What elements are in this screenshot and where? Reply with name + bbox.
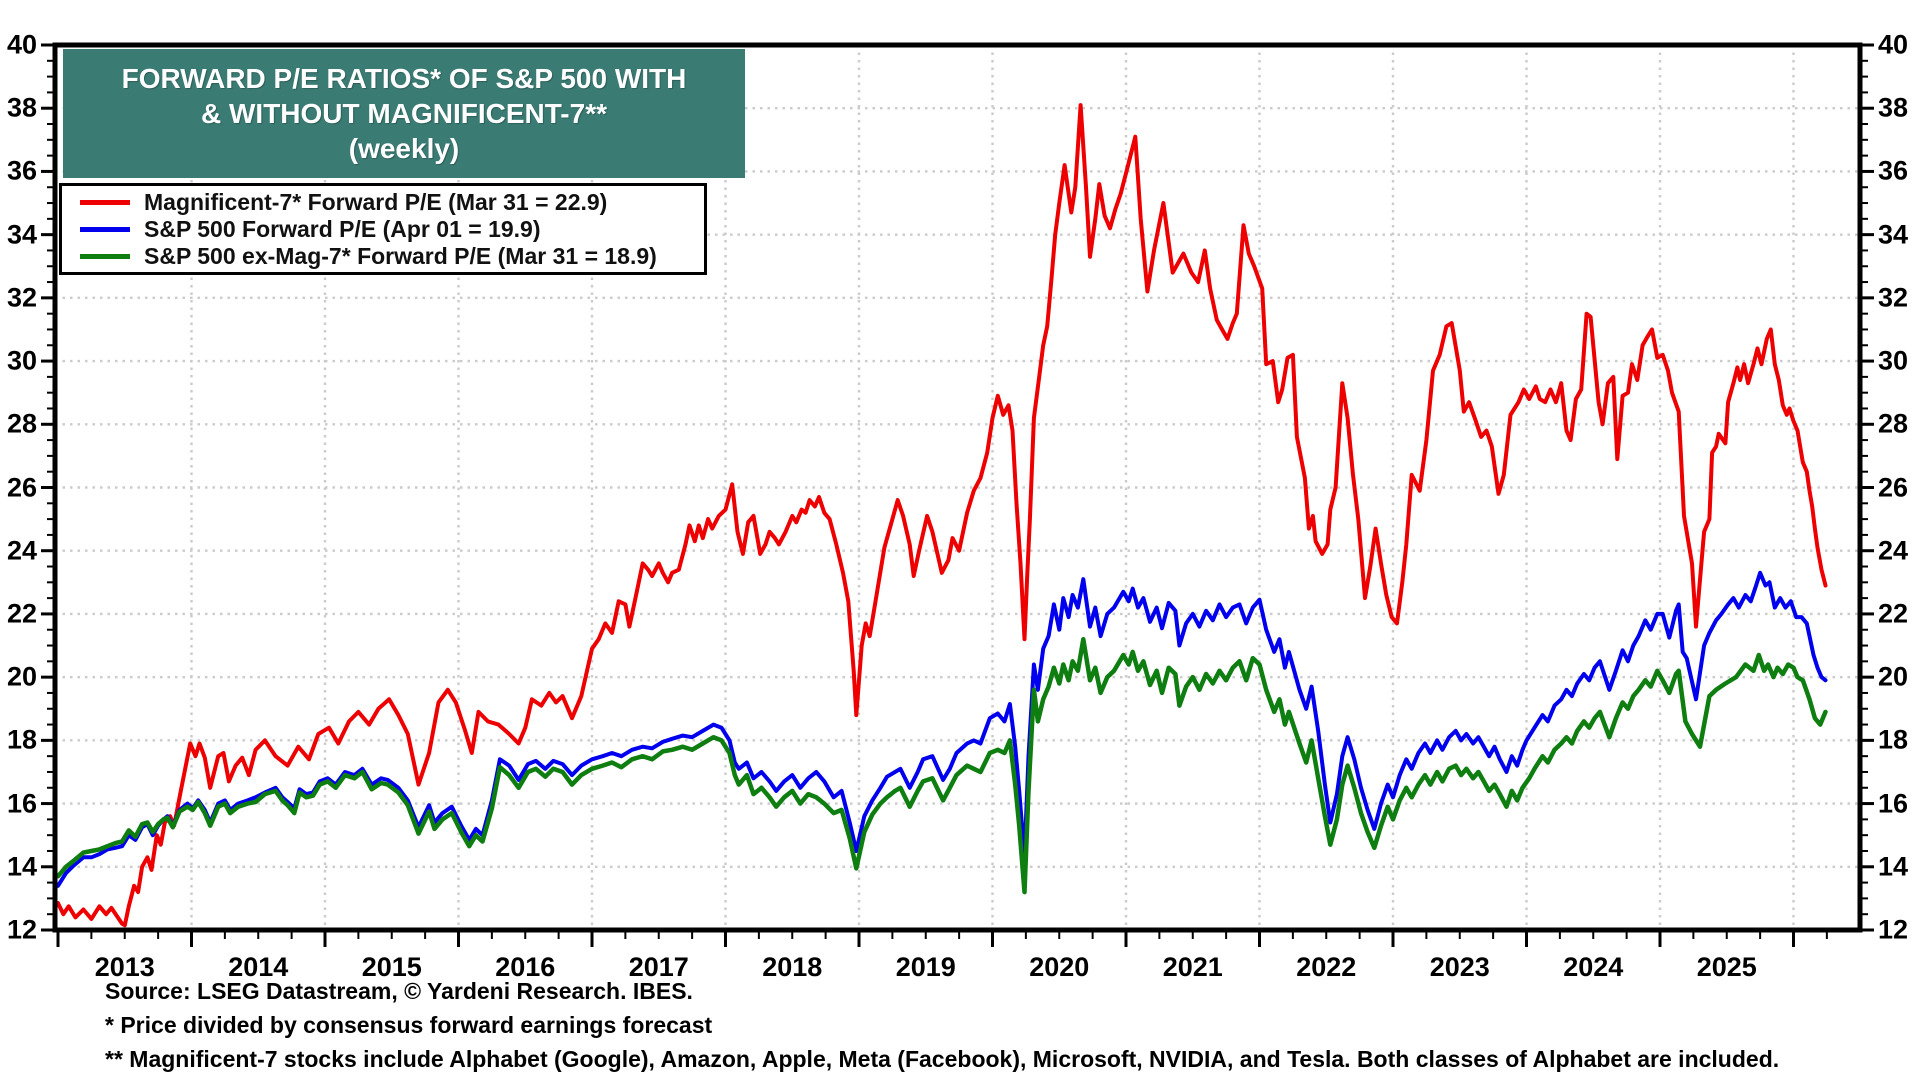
y-tick-label-right: 18 <box>1878 724 1909 755</box>
x-tick-label: 2017 <box>628 952 689 982</box>
chart-title-line3: (weekly) <box>348 132 460 164</box>
y-tick-label-right: 12 <box>1878 914 1909 945</box>
x-tick-label: 2013 <box>94 952 155 982</box>
footnote-double-asterisk: ** Magnificent-7 stocks include Alphabet… <box>105 1046 1780 1072</box>
y-tick-label-right: 40 <box>1878 29 1909 60</box>
mag7-line-swatch <box>80 199 130 205</box>
legend-item-exmag7: S&P 500 ex-Mag-7* Forward P/E (Mar 31 = … <box>62 243 704 269</box>
y-tick-label-left: 12 <box>6 914 37 945</box>
x-tick-label: 2020 <box>1029 952 1090 982</box>
chart-title-line2: & WITHOUT MAGNIFICENT-7** <box>201 97 607 129</box>
y-tick-label-right: 24 <box>1878 535 1909 566</box>
x-tick-label: 2025 <box>1696 952 1757 982</box>
y-tick-label-left: 34 <box>6 219 37 250</box>
y-tick-label-right: 26 <box>1878 472 1909 502</box>
source-note: Source: LSEG Datastream, © Yardeni Resea… <box>105 978 693 1004</box>
y-tick-label-left: 18 <box>6 724 37 755</box>
y-tick-label-right: 32 <box>1878 282 1909 313</box>
y-tick-label-right: 22 <box>1878 598 1909 629</box>
y-tick-label-right: 30 <box>1878 345 1909 376</box>
x-tick-label: 2021 <box>1162 952 1223 982</box>
y-tick-label-right: 20 <box>1878 661 1909 692</box>
x-tick-label: 2019 <box>895 952 956 982</box>
legend-label-mag7: Magnificent-7* Forward P/E (Mar 31 = 22.… <box>144 188 608 215</box>
x-tick-label: 2022 <box>1296 952 1357 982</box>
y-tick-label-left: 30 <box>6 345 37 376</box>
y-tick-label-left: 16 <box>6 788 37 819</box>
y-tick-label-right: 16 <box>1878 788 1909 819</box>
y-tick-label-right: 36 <box>1878 155 1909 186</box>
legend-label-sp500: S&P 500 Forward P/E (Apr 01 = 19.9) <box>144 215 541 242</box>
chart-title-line1: FORWARD P/E RATIOS* OF S&P 500 WITH <box>121 62 687 94</box>
x-tick-label: 2014 <box>228 952 289 982</box>
footnotes: Source: LSEG Datastream, © Yardeni Resea… <box>105 974 1779 1076</box>
x-tick-label: 2023 <box>1429 952 1490 982</box>
legend: Magnificent-7* Forward P/E (Mar 31 = 22.… <box>59 183 707 275</box>
sp500-line-swatch <box>80 226 130 232</box>
y-tick-label-right: 28 <box>1878 408 1909 439</box>
y-tick-label-left: 28 <box>6 408 37 439</box>
x-tick-label: 2015 <box>361 952 422 982</box>
y-tick-label-left: 22 <box>6 598 37 629</box>
y-tick-label-left: 20 <box>6 661 37 692</box>
x-tick-label: 2024 <box>1563 952 1624 982</box>
x-tick-label: 2018 <box>762 952 823 982</box>
x-tick-label: 2016 <box>495 952 556 982</box>
chart-title-box: FORWARD P/E RATIOS* OF S&P 500 WITH & WI… <box>63 49 745 178</box>
plot-frame <box>52 42 1863 933</box>
y-tick-label-left: 32 <box>6 282 37 313</box>
y-tick-label-left: 24 <box>6 535 37 566</box>
y-tick-label-right: 34 <box>1878 219 1909 250</box>
y-tick-label-right: 38 <box>1878 92 1909 123</box>
legend-item-mag7: Magnificent-7* Forward P/E (Mar 31 = 22.… <box>62 189 704 215</box>
footnote-single-asterisk: * Price divided by consensus forward ear… <box>105 1012 713 1038</box>
y-tick-label-left: 14 <box>6 851 37 882</box>
legend-item-sp500: S&P 500 Forward P/E (Apr 01 = 19.9) <box>62 216 704 242</box>
y-tick-label-left: 26 <box>6 472 37 502</box>
y-tick-label-left: 38 <box>6 92 37 123</box>
y-tick-label-right: 14 <box>1878 851 1909 882</box>
mag7-line <box>56 103 1828 928</box>
exmag7-line-swatch <box>80 253 130 259</box>
y-tick-label-left: 36 <box>6 155 37 186</box>
legend-label-exmag7: S&P 500 ex-Mag-7* Forward P/E (Mar 31 = … <box>144 242 657 269</box>
y-tick-label-left: 40 <box>6 29 37 60</box>
exmag7-line <box>55 636 1828 895</box>
